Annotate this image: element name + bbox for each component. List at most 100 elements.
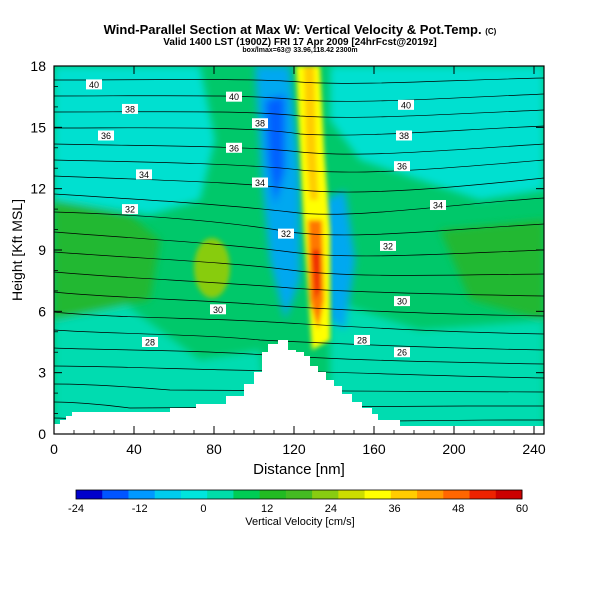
contour-label: 36 [226,142,242,153]
x-tick-label: 40 [126,441,142,457]
contour-label-text: 36 [397,162,407,172]
colorbar-tick-label: 48 [452,503,464,515]
contour-label-box [136,169,152,180]
colorbar-swatch [390,490,418,499]
contour-label-box [122,204,138,215]
contour-label-box [394,161,410,172]
colorbar-tick-label: -12 [132,503,148,515]
contour-label-box [252,118,268,129]
contour-label: 38 [252,118,268,129]
contour-label: 32 [122,204,138,215]
contour-label-text: 38 [399,131,409,141]
colorbar-swatch [417,490,444,499]
colorbar-tick-label: 0 [200,503,206,515]
contour-label: 30 [210,304,226,315]
y-axis-label: Height [Kft MSL] [9,199,25,301]
contour-label-text: 32 [125,205,135,215]
contour-label-text: 30 [397,297,407,307]
contour-label: 34 [252,177,268,188]
contour-label-box [394,296,410,307]
y-tick-label: 3 [38,365,46,381]
colorbar-swatch [312,490,339,499]
colorbar-swatch [207,490,234,499]
contour-label: 34 [430,200,446,211]
contour-label-box [278,228,294,239]
y-tick-label: 18 [30,58,46,74]
contour-label: 30 [394,296,410,307]
colorbar-swatch [180,490,208,499]
colorbar-swatch [443,490,471,499]
colorbar-swatch [233,490,261,499]
colorbar-swatch [76,490,103,499]
contour-label: 38 [396,130,412,141]
colorbar-swatch [102,490,129,499]
colorbar-swatch [364,490,392,499]
contour-label-text: 40 [89,80,99,90]
y-tick-label: 9 [38,242,46,258]
contour-label-box [398,99,414,110]
contour-label-box [210,304,226,315]
colorbar-swatch [469,490,497,499]
contour-label: 40 [226,91,242,102]
x-tick-label: 240 [522,441,546,457]
contour-label-text: 32 [383,241,393,251]
y-tick-label: 12 [30,181,46,197]
contour-label-text: 40 [229,92,239,102]
colorbar-swatch [154,490,182,499]
colorbar-swatch [495,490,523,499]
x-tick-label: 120 [282,441,306,457]
contour-label-text: 28 [357,335,367,345]
colorbar-frame [75,489,523,500]
contour-label: 36 [98,130,114,141]
contour-label-text: 34 [139,170,149,180]
contour-label: 28 [354,334,370,345]
chart-subtitle-valid: Valid 1400 LST (1900Z) FRI 17 Apr 2009 [… [163,37,437,48]
terrain-mask [54,340,544,434]
contour-label: 40 [86,79,102,90]
contour-label-box [122,103,138,114]
copyright-mark: (C) [485,27,497,36]
contour-label-box [430,200,446,211]
contour-label-text: 30 [213,305,223,315]
colorbar-tick-label: 24 [325,503,337,515]
colorbar: -24 -12 0 12 24 36 48 60 [68,489,528,515]
contour-label-text: 40 [401,100,411,110]
contour-label-text: 38 [255,119,265,129]
contour-label: 40 [398,99,414,110]
y-tick-label: 6 [38,303,46,319]
x-axis: 0 40 80 120 160 200 240 [50,66,546,457]
x-tick-label: 80 [206,441,222,457]
x-tick-label: 0 [50,441,58,457]
contour-label: 26 [394,347,410,358]
contour-label-box [396,130,412,141]
contour-label-text: 34 [433,201,443,211]
contour-labels: 40 40 40 38 36 38 36 38 36 34 34 34 32 32 32 30 30 28 28 26 [86,79,446,358]
colorbar-tick-label: -24 [68,503,84,515]
contour-label-box [142,337,158,347]
x-tick-label: 200 [442,441,466,457]
colorbar-tick-label: 60 [516,503,528,515]
contour-label-text: 32 [281,229,291,239]
contour-label-text: 34 [255,178,265,188]
colorbar-tick-label: 12 [261,503,273,515]
x-axis-label: Distance [nm] [253,461,345,478]
contour-label: 32 [278,228,294,239]
y-tick-label: 0 [38,426,46,442]
contour-label-box [394,347,410,358]
colorbar-swatch [285,490,313,499]
colorbar-swatch [259,490,287,499]
pot-temp-contours [54,77,544,425]
chart-title: Wind-Parallel Section at Max W: Vertical… [103,22,497,37]
contour-label-text: 26 [397,348,407,358]
contour-label: 36 [394,161,410,172]
contour-label-box [226,142,242,153]
contour-label-text: 28 [145,338,155,348]
contour-label-box [354,334,370,345]
contour-label-text: 36 [229,143,239,153]
contour-label: 38 [122,103,138,114]
contour-label-box [252,177,268,188]
contour-label-box [226,91,242,102]
contour-label: 28 [142,337,158,348]
contour-label-text: 38 [125,104,135,114]
